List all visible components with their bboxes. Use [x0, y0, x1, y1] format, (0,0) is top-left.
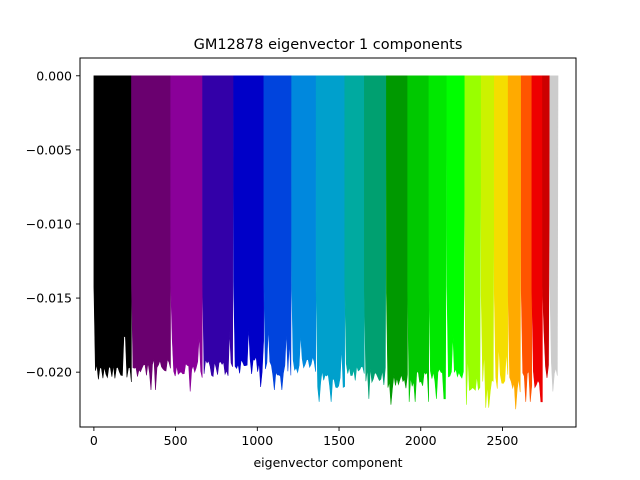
series-block — [507, 75, 522, 410]
series-fill — [315, 75, 346, 402]
y-tick-label: −0.015 — [26, 291, 72, 306]
series-fill — [549, 75, 559, 392]
series-fill — [407, 75, 430, 402]
series-block — [407, 75, 430, 402]
series-fill — [93, 75, 132, 383]
series-block — [170, 75, 203, 392]
series-fill — [291, 75, 317, 374]
series-block — [344, 75, 365, 381]
bars — [93, 75, 559, 410]
series-block — [263, 75, 292, 390]
series-block — [386, 75, 408, 405]
series-fill — [263, 75, 292, 390]
x-tick-label: 0 — [90, 433, 98, 448]
series-block — [315, 75, 346, 402]
series-fill — [464, 75, 482, 405]
series-block — [131, 75, 172, 390]
x-axis-label: eigenvector component — [253, 455, 402, 470]
series-fill — [507, 75, 522, 410]
chart-title: GM12878 eigenvector 1 components — [194, 37, 463, 53]
x-tick-label: 1000 — [241, 433, 273, 448]
series-fill — [520, 75, 533, 402]
x-tick-label: 2000 — [405, 433, 437, 448]
series-block — [520, 75, 533, 402]
series-block — [233, 75, 265, 388]
series-block — [464, 75, 482, 405]
series-block — [493, 75, 509, 389]
series-fill — [480, 75, 495, 408]
series-fill — [531, 75, 543, 403]
x-tick-label: 1500 — [323, 433, 355, 448]
y-tick-label: −0.005 — [26, 142, 72, 157]
series-fill — [446, 75, 466, 379]
x-tick-label: 2500 — [487, 433, 519, 448]
x-tick-label: 500 — [164, 433, 188, 448]
series-block — [480, 75, 495, 408]
y-tick-label: −0.020 — [26, 365, 72, 380]
series-block — [531, 75, 543, 403]
series-block — [428, 75, 448, 400]
series-block — [202, 75, 234, 377]
series-block — [93, 75, 132, 383]
series-block — [549, 75, 559, 392]
series-fill — [542, 75, 551, 378]
series-fill — [131, 75, 172, 390]
series-block — [364, 75, 387, 399]
axes: 0 500 1000 1500 2000 2500 0.000 −0.005 −0.010 −0.… — [26, 57, 577, 448]
series-fill — [364, 75, 387, 399]
series-fill — [386, 75, 408, 405]
series-block — [542, 75, 551, 378]
series-block — [446, 75, 466, 379]
plot-frame — [79, 57, 577, 428]
series-fill — [233, 75, 265, 388]
series-fill — [428, 75, 448, 400]
series-fill — [170, 75, 203, 392]
series-block — [291, 75, 317, 374]
series-fill — [493, 75, 509, 389]
y-tick-label: −0.010 — [26, 216, 72, 231]
series-fill — [202, 75, 234, 377]
series-fill — [344, 75, 365, 381]
y-tick-label: 0.000 — [36, 68, 72, 83]
